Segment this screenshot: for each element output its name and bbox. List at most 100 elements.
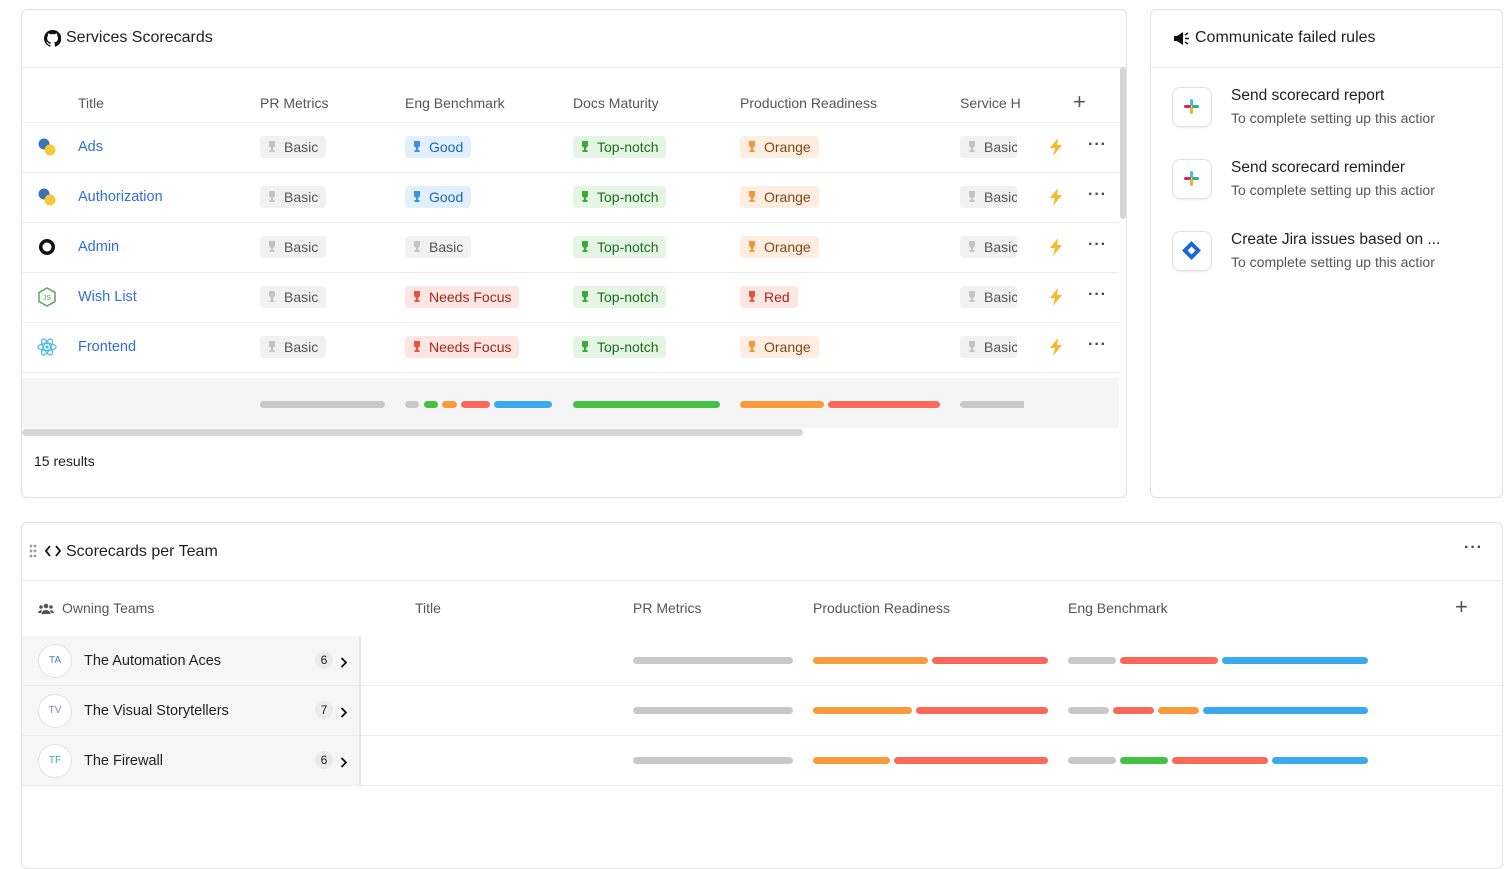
card-title: Scorecards per Team xyxy=(66,543,218,560)
distribution-bar xyxy=(813,757,890,764)
results-count: 15 results xyxy=(34,453,95,469)
level-badge: Good xyxy=(405,186,472,208)
service-link[interactable]: Wish List xyxy=(78,289,137,305)
service-link[interactable]: Frontend xyxy=(78,339,137,355)
service-link[interactable]: Ads xyxy=(78,139,103,155)
row-menu[interactable]: ··· xyxy=(1088,336,1107,353)
distribution-bar xyxy=(633,707,793,714)
summary-bar xyxy=(424,401,438,408)
team-icon xyxy=(38,603,54,614)
action-title[interactable]: Send scorecard report xyxy=(1231,87,1385,104)
table: Title PR Metrics Eng Benchmark Docs Maturit… xyxy=(22,67,1119,380)
row-divider xyxy=(22,785,1502,786)
level-badge: Basic xyxy=(260,186,327,208)
team-count: 6 xyxy=(315,751,333,769)
summary-bar xyxy=(828,401,940,408)
drag-handle[interactable] xyxy=(29,544,37,558)
run-action[interactable] xyxy=(1049,188,1063,211)
row-divider xyxy=(22,372,1119,373)
distribution-bar xyxy=(932,657,1048,664)
run-action[interactable] xyxy=(1049,238,1063,261)
divider xyxy=(22,67,1126,68)
distribution-bar xyxy=(916,707,1048,714)
row-divider xyxy=(22,685,1502,686)
team-name[interactable]: The Visual Storytellers xyxy=(84,703,229,719)
action-icon[interactable] xyxy=(1172,159,1212,199)
action-icon[interactable] xyxy=(1172,231,1212,271)
column-header: PR Metrics xyxy=(633,600,702,616)
expand-chevron[interactable] xyxy=(340,655,348,673)
summary-bar xyxy=(573,401,720,408)
run-action[interactable] xyxy=(1049,138,1063,161)
action-title[interactable]: Create Jira issues based on ... xyxy=(1231,231,1441,248)
team-count: 7 xyxy=(315,701,333,719)
team-count: 6 xyxy=(315,651,333,669)
add-column[interactable]: + xyxy=(1455,594,1468,619)
divider xyxy=(22,580,1502,581)
distribution-bar xyxy=(1120,657,1218,664)
level-badge: Basic xyxy=(260,236,327,258)
row-menu[interactable]: ··· xyxy=(1088,286,1107,303)
row-menu[interactable]: ··· xyxy=(1088,136,1107,153)
more-menu[interactable]: ··· xyxy=(1464,539,1483,556)
level-badge: Basic xyxy=(260,336,327,358)
service-link[interactable]: Authorization xyxy=(78,189,163,205)
action-icon[interactable] xyxy=(1172,87,1212,127)
column-header: Title xyxy=(78,95,104,111)
summary-bar xyxy=(405,401,419,408)
card-title: Communicate failed rules xyxy=(1195,29,1376,46)
level-badge: Top-notch xyxy=(573,136,667,158)
level-badge: Needs Focus xyxy=(405,286,520,308)
level-badge: Red xyxy=(740,286,798,308)
team-row-bg xyxy=(22,686,359,735)
row-menu[interactable]: ··· xyxy=(1088,236,1107,253)
distribution-bar xyxy=(633,757,793,764)
level-badge: Basic xyxy=(960,236,1017,258)
column-header: PR Metrics xyxy=(260,95,329,111)
team-name[interactable]: The Firewall xyxy=(84,753,163,769)
run-action[interactable] xyxy=(1049,288,1063,311)
row-menu[interactable]: ··· xyxy=(1088,186,1107,203)
level-badge: Top-notch xyxy=(573,236,667,258)
level-badge: Top-notch xyxy=(573,336,667,358)
distribution-bar xyxy=(1172,757,1268,764)
add-column[interactable]: + xyxy=(1073,89,1086,114)
team-row-bg xyxy=(22,736,359,785)
level-badge: Basic xyxy=(960,336,1017,358)
run-action[interactable] xyxy=(1049,338,1063,361)
distribution-bar xyxy=(813,707,912,714)
h-scrollbar[interactable] xyxy=(22,429,803,436)
level-badge: Basic xyxy=(405,236,472,258)
distribution-bar xyxy=(1068,707,1109,714)
column-header: Production Readiness xyxy=(813,600,950,616)
service-link[interactable]: Admin xyxy=(78,239,120,255)
team-avatar: TV xyxy=(38,694,72,728)
team-row-bg xyxy=(22,636,359,685)
team-avatar: TF xyxy=(38,744,72,778)
summary-bar xyxy=(740,401,824,408)
distribution-bar xyxy=(1113,707,1154,714)
action-title[interactable]: Send scorecard reminder xyxy=(1231,159,1406,176)
column-header: Service H xyxy=(960,95,1021,111)
expand-chevron[interactable] xyxy=(340,755,348,773)
team-name[interactable]: The Automation Aces xyxy=(84,653,222,669)
level-badge: Orange xyxy=(740,336,819,358)
level-badge: Basic xyxy=(260,286,327,308)
summary-bar xyxy=(960,401,1024,408)
divider xyxy=(1151,67,1502,68)
v-scrollbar[interactable] xyxy=(1120,67,1126,219)
github-icon xyxy=(44,30,61,47)
code-icon xyxy=(45,545,61,557)
team-avatar: TA xyxy=(38,644,72,678)
distribution-bar xyxy=(1068,657,1116,664)
expand-chevron[interactable] xyxy=(340,705,348,723)
column-header: Owning Teams xyxy=(62,600,155,616)
column-divider xyxy=(359,636,361,786)
level-badge: Basic xyxy=(960,136,1017,158)
distribution-bar xyxy=(1068,757,1116,764)
action-list: Send scorecard report To complete setting… xyxy=(1151,10,1502,497)
level-badge: Needs Focus xyxy=(405,336,520,358)
column-header: Title xyxy=(415,600,441,616)
